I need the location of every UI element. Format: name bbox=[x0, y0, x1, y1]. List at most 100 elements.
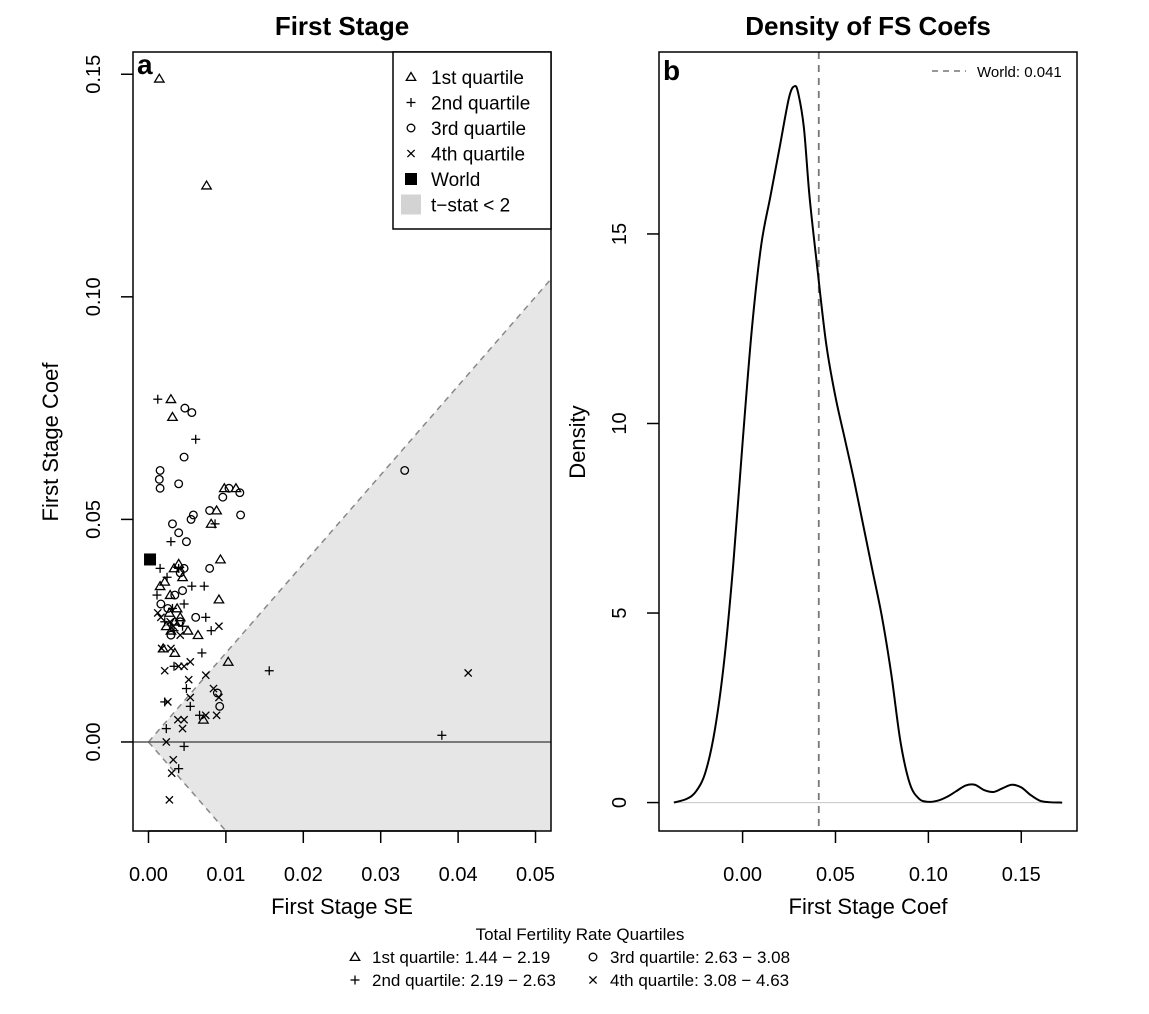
caption-item-label: 4th quartile: 3.08 − 4.63 bbox=[610, 971, 789, 990]
cross-point bbox=[186, 693, 195, 702]
circle-point bbox=[235, 488, 245, 498]
triangle-point bbox=[160, 620, 173, 631]
panel-a-letter: a bbox=[137, 49, 153, 80]
circle-point bbox=[170, 590, 180, 600]
cross-point bbox=[160, 666, 169, 675]
plus-point bbox=[179, 741, 189, 751]
y-tick-label: 5 bbox=[609, 607, 631, 618]
plus-point bbox=[166, 537, 176, 547]
panel-b-x-label: First Stage Coef bbox=[789, 894, 949, 919]
cross-point bbox=[166, 617, 175, 626]
plus-point bbox=[210, 519, 220, 529]
legend-item-label: 1st quartile bbox=[431, 68, 524, 89]
caption-cross-icon bbox=[588, 975, 598, 985]
triangle-point bbox=[200, 179, 213, 190]
shade-polygon bbox=[148, 279, 551, 832]
quartile-caption: Total Fertility Rate Quartiles 1st quart… bbox=[349, 925, 790, 990]
world-legend-label: World: 0.041 bbox=[977, 64, 1062, 81]
plus-point bbox=[199, 581, 209, 591]
x-tick-label: 0.00 bbox=[723, 864, 762, 886]
x-tick-label: 0.05 bbox=[816, 864, 855, 886]
panel-a-points bbox=[144, 72, 473, 804]
cross-point bbox=[180, 715, 189, 724]
cross-point bbox=[464, 668, 473, 678]
triangle-point bbox=[218, 482, 231, 493]
cross-point bbox=[209, 684, 218, 693]
x-tick-label: 0.02 bbox=[284, 864, 323, 886]
plus-point bbox=[201, 612, 211, 622]
triangle-point bbox=[158, 575, 171, 586]
panel-b-y-axis: 0 5 10 15 bbox=[609, 223, 659, 808]
legend-circle-icon bbox=[406, 123, 416, 133]
cross-point bbox=[173, 715, 182, 724]
cross-point bbox=[165, 795, 174, 804]
cross-point bbox=[212, 711, 221, 720]
circle-point bbox=[174, 479, 184, 489]
circle-point bbox=[215, 701, 225, 711]
plus-point bbox=[167, 603, 177, 613]
cross-point bbox=[201, 711, 210, 720]
x-tick-label: 0.04 bbox=[439, 864, 478, 886]
cross-point bbox=[169, 622, 178, 631]
plus-point bbox=[152, 590, 162, 600]
caption-item-label: 3rd quartile: 2.63 − 3.08 bbox=[610, 948, 790, 967]
circle-point bbox=[155, 483, 165, 493]
panel-a-scatter: First Stage a 0.00 0.01 0.02 0.03 0.04 0.05 0… bbox=[38, 11, 555, 919]
legend-cross-icon bbox=[406, 149, 416, 158]
triangle-point bbox=[214, 553, 227, 564]
x-tick-label: 0.01 bbox=[206, 864, 245, 886]
y-tick-label: 10 bbox=[609, 412, 631, 434]
cross-point bbox=[186, 657, 195, 666]
x-tick-label: 0.15 bbox=[1002, 864, 1041, 886]
panel-b-legend: World: 0.041 bbox=[932, 64, 1062, 81]
circle-point bbox=[188, 510, 198, 520]
plus-point bbox=[195, 710, 205, 720]
triangle-point bbox=[174, 611, 187, 622]
triangle-point bbox=[165, 393, 177, 404]
cross-point bbox=[162, 737, 171, 747]
t-stat-shaded-region bbox=[147, 278, 552, 832]
panel-a-y-axis: 0.00 0.05 0.10 0.15 bbox=[83, 55, 133, 761]
triangle-point bbox=[182, 624, 194, 635]
plus-point bbox=[155, 563, 165, 573]
triangle-point bbox=[164, 589, 177, 600]
plus-point bbox=[174, 764, 184, 774]
circle-point bbox=[175, 568, 185, 578]
circle-point bbox=[175, 617, 185, 627]
y-tick-label: 0.15 bbox=[83, 55, 105, 94]
panel-a-title: First Stage bbox=[275, 11, 409, 41]
plus-point bbox=[153, 394, 163, 404]
plus-point bbox=[187, 581, 197, 591]
plus-point bbox=[161, 724, 171, 734]
plus-point bbox=[437, 730, 447, 740]
x-tick-label: 0.05 bbox=[516, 864, 555, 886]
plus-point bbox=[162, 572, 172, 582]
y-tick-label: 0.05 bbox=[83, 500, 105, 539]
panel-b-x-axis: 0.00 0.05 0.10 0.15 bbox=[723, 830, 1041, 886]
cross-point bbox=[156, 613, 165, 622]
y-tick-label: 0 bbox=[609, 797, 631, 808]
legend-shade-icon bbox=[401, 194, 421, 215]
upper-boundary-line bbox=[147, 278, 552, 743]
cross-point bbox=[153, 608, 162, 617]
x-tick-label: 0.10 bbox=[909, 864, 948, 886]
plus-point bbox=[169, 661, 179, 671]
circle-point bbox=[163, 603, 173, 613]
caption-title: Total Fertility Rate Quartiles bbox=[476, 925, 685, 944]
triangle-point bbox=[153, 72, 166, 83]
circle-point bbox=[156, 599, 166, 609]
caption-item-label: 1st quartile: 1.44 − 2.19 bbox=[372, 948, 550, 967]
circle-point bbox=[179, 452, 189, 462]
legend-triangle-icon bbox=[405, 71, 417, 82]
triangle-point bbox=[222, 656, 235, 666]
cross-point bbox=[169, 755, 178, 764]
caption-rows: 1st quartile: 1.44 − 2.19 3rd quartile: 2… bbox=[349, 948, 790, 990]
triangle-point bbox=[197, 713, 210, 724]
triangle-point bbox=[166, 411, 179, 422]
density-curve bbox=[673, 84, 1063, 804]
circle-point bbox=[154, 474, 164, 484]
cross-point bbox=[174, 662, 183, 671]
circle-point bbox=[236, 510, 246, 520]
circle-point bbox=[187, 408, 197, 418]
